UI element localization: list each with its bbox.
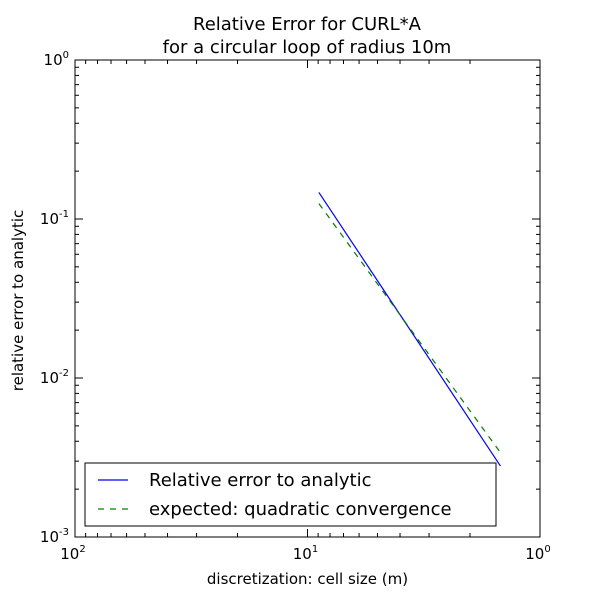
y-tick-label: 10-3 (40, 527, 69, 546)
x-tick-label: 101 (293, 544, 318, 563)
x-tick-label: 102 (60, 544, 85, 563)
y-tick-label: 10-1 (40, 209, 69, 228)
plot-frame (74, 59, 541, 538)
x-axis-label: discretization: cell size (m) (207, 570, 408, 588)
y-axis-label: relative error to analytic (9, 210, 27, 392)
x-tick-label: 100 (525, 544, 550, 563)
legend-label-0: Relative error to analytic (149, 470, 371, 491)
chart-title-line: Relative Error for CURL*A (193, 14, 422, 35)
series-line-1 (318, 203, 501, 453)
chart-title-line: for a circular loop of radius 10m (163, 37, 452, 58)
legend-label-1: expected: quadratic convergence (149, 499, 452, 520)
series-line-0 (318, 192, 501, 467)
y-tick-label: 10-2 (40, 368, 69, 387)
legend-box (84, 462, 497, 527)
y-tick-label: 100 (44, 50, 69, 69)
